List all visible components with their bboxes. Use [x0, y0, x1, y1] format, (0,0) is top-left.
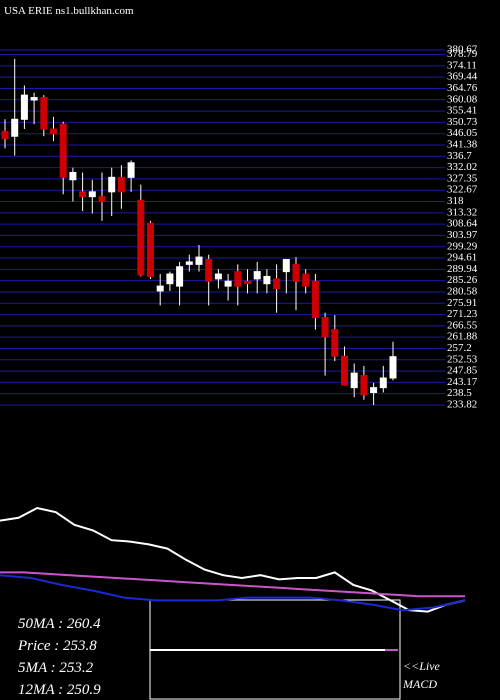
- candle-body: [341, 355, 348, 386]
- live-label: <<Live: [403, 659, 441, 673]
- y-tick-label: 285.26: [447, 274, 478, 286]
- candle-body: [253, 271, 261, 280]
- candle-body: [69, 171, 77, 181]
- candle-body: [147, 222, 154, 277]
- y-tick-label: 374.11: [447, 59, 477, 71]
- y-tick-label: 341.38: [447, 139, 478, 151]
- candle-body: [282, 259, 290, 273]
- y-tick-label: 252.53: [447, 353, 478, 365]
- indicator-line: [0, 506, 466, 613]
- y-tick-label: 247.85: [447, 365, 478, 377]
- candle-body: [214, 273, 222, 280]
- candle-body: [185, 261, 193, 265]
- site-label: USA ERIE ns1.bullkhan.com: [4, 5, 134, 17]
- candle-body: [117, 176, 125, 193]
- indicator-line: [0, 571, 465, 598]
- y-tick-label: 308.64: [447, 218, 478, 230]
- candle-body: [59, 123, 67, 178]
- y-tick-label: 289.94: [447, 263, 478, 275]
- y-tick-label: 364.76: [447, 82, 478, 94]
- y-tick-label: 327.35: [447, 172, 478, 184]
- candle-body: [88, 191, 96, 198]
- candle-body: [273, 278, 281, 290]
- candle-body: [50, 128, 57, 135]
- y-tick-label: 378.79: [447, 48, 478, 60]
- candle-body: [302, 273, 310, 287]
- candle-body: [1, 130, 9, 140]
- candle-body: [20, 94, 28, 120]
- candle-body: [127, 162, 135, 178]
- y-tick-label: 332.02: [447, 161, 477, 173]
- candle-body: [11, 118, 19, 137]
- candle-body: [108, 176, 116, 193]
- y-tick-label: 243.17: [447, 376, 478, 388]
- candle-body: [234, 271, 242, 287]
- candle-body: [166, 273, 174, 285]
- y-tick-label: 238.5: [447, 387, 472, 399]
- candle-body: [195, 256, 203, 265]
- candle-body: [379, 377, 387, 389]
- candle-body: [156, 285, 164, 292]
- indicator-label: MACD: [402, 677, 437, 691]
- legend-item: 12MA : 250.9: [18, 682, 101, 698]
- y-tick-label: 233.82: [447, 399, 477, 411]
- candle-body: [40, 97, 48, 130]
- y-tick-label: 303.97: [447, 229, 478, 241]
- y-tick-label: 322.67: [447, 184, 478, 196]
- candle-body: [79, 191, 87, 198]
- y-tick-label: 280.58: [447, 285, 478, 297]
- candle-body: [137, 199, 145, 276]
- candle-body: [176, 266, 184, 287]
- y-tick-label: 266.55: [447, 319, 478, 331]
- candle-body: [350, 372, 358, 389]
- y-tick-label: 257.2: [447, 342, 472, 354]
- y-tick-label: 261.88: [447, 331, 478, 343]
- y-tick-label: 313.32: [447, 206, 477, 218]
- y-tick-label: 369.44: [447, 71, 478, 83]
- candle-body: [370, 387, 378, 393]
- y-tick-label: 275.91: [447, 297, 477, 309]
- y-tick-label: 318: [447, 195, 464, 207]
- candle-body: [205, 259, 213, 282]
- legend-item: Price : 253.8: [17, 638, 97, 654]
- y-tick-label: 355.41: [447, 105, 477, 117]
- y-tick-label: 294.61: [447, 252, 477, 264]
- candle-body: [389, 356, 397, 379]
- y-tick-label: 299.29: [447, 240, 478, 252]
- candle-body: [360, 375, 368, 396]
- legend-item: 5MA : 253.2: [18, 660, 94, 676]
- candle-body: [292, 263, 300, 282]
- y-tick-label: 336.7: [447, 150, 472, 162]
- y-tick-label: 350.73: [447, 116, 478, 128]
- candle-body: [263, 275, 271, 285]
- y-tick-label: 380.67: [447, 44, 478, 56]
- legend-item: 50MA : 260.4: [18, 616, 101, 632]
- indicator-line: [0, 574, 466, 612]
- candle-body: [321, 317, 329, 338]
- y-tick-label: 346.05: [447, 127, 478, 139]
- candle-body: [244, 280, 251, 285]
- y-tick-label: 271.23: [447, 308, 478, 320]
- candle-body: [224, 280, 232, 287]
- candle-body: [98, 196, 106, 203]
- candle-body: [311, 280, 319, 319]
- y-tick-label: 360.08: [447, 93, 478, 105]
- candle-body: [331, 329, 339, 357]
- candle-body: [30, 97, 38, 101]
